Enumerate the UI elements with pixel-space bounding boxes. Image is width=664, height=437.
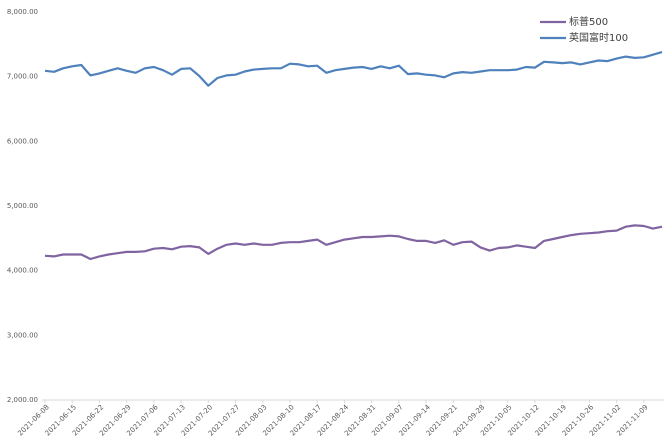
y-tick-label: 2,000.00 <box>7 396 38 404</box>
y-tick-label: 5,000.00 <box>7 202 38 210</box>
y-tick-label: 4,000.00 <box>7 267 38 275</box>
legend-label: 英国富时100 <box>569 31 628 44</box>
y-tick-label: 8,000.00 <box>7 8 38 16</box>
y-tick-label: 7,000.00 <box>7 73 38 81</box>
y-tick-label: 3,000.00 <box>7 331 38 339</box>
y-tick-label: 6,000.00 <box>7 137 38 145</box>
series-line <box>44 224 663 261</box>
legend-label: 标普500 <box>569 15 608 28</box>
series-line <box>44 51 663 87</box>
